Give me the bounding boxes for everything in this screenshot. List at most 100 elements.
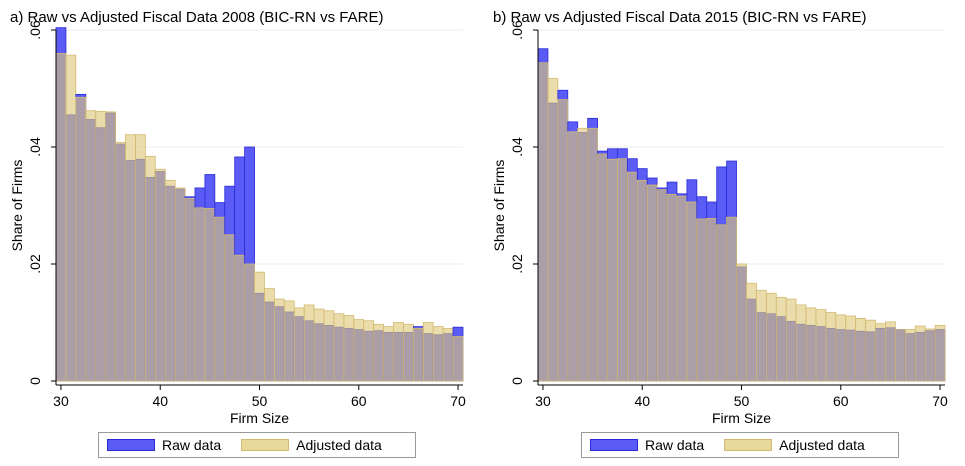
x-tick-label: 40 [634, 393, 650, 409]
x-tick-label: 50 [734, 393, 750, 409]
bar-adjusted [383, 326, 394, 382]
bar-adjusted [676, 195, 688, 382]
x-tick-label: 30 [535, 393, 551, 409]
bar-adjusted [234, 254, 246, 382]
bar-adjusted [65, 54, 77, 382]
x-tick-label: 70 [932, 393, 948, 409]
bar-adjusted [403, 323, 414, 382]
bar-adjusted [666, 193, 678, 382]
bar-adjusted [617, 158, 628, 382]
x-tick-label: 40 [152, 393, 168, 409]
x-tick-label: 70 [450, 393, 466, 409]
bar-adjusted [184, 198, 196, 382]
bar-adjusted [716, 224, 728, 382]
chart-panel-a: a) Raw vs Adjusted Fiscal Data 2008 (BIC… [9, 9, 466, 426]
bar-adjusted [825, 312, 837, 382]
bar-adjusted [706, 217, 718, 382]
x-tick-label: 60 [351, 393, 367, 409]
bar-adjusted [765, 292, 777, 382]
chart-title: a) Raw vs Adjusted Fiscal Data 2008 (BIC… [10, 9, 383, 26]
chart-panel-b: b) Raw vs Adjusted Fiscal Data 2015 (BIC… [491, 9, 948, 426]
legend-item-adjusted: Adjusted data [241, 437, 382, 453]
bar-adjusted [353, 319, 365, 382]
bar-adjusted [333, 313, 345, 382]
legend-swatch-adjusted [724, 439, 773, 451]
bar-adjusted [264, 288, 275, 382]
bar-adjusted [214, 216, 226, 382]
bar-adjusted [775, 296, 787, 382]
bar-adjusted [656, 189, 668, 382]
bar-adjusted [736, 263, 747, 382]
bar-adjusted [537, 62, 549, 382]
bar-adjusted [934, 325, 946, 382]
bar-adjusted [422, 322, 434, 382]
bar-adjusted [904, 329, 916, 382]
bar-adjusted [924, 328, 936, 382]
bar-adjusted [865, 319, 876, 382]
bar-adjusted [135, 134, 146, 382]
legend-item-raw: Raw data [590, 437, 704, 453]
bar-adjusted [144, 155, 156, 382]
bar-adjusted [636, 179, 648, 382]
x-tick-label: 30 [53, 393, 69, 409]
bar-adjusted [313, 308, 325, 382]
bar-adjusted [646, 184, 658, 382]
y-tick-label: 0 [27, 377, 43, 385]
legend-panel-b: Raw data Adjusted data [581, 432, 899, 458]
x-axis-title: Firm Size [230, 410, 289, 426]
bar-adjusted [95, 110, 107, 382]
x-tick-label: 60 [833, 393, 849, 409]
bar-adjusted [547, 78, 559, 382]
y-tick-label: .02 [27, 254, 43, 274]
bar-adjusted [105, 111, 116, 382]
bar-adjusted [795, 304, 807, 382]
y-tick-label: .04 [27, 137, 43, 157]
bar-adjusted [164, 179, 176, 382]
y-tick-label: .06 [27, 20, 43, 40]
x-axis-title: Firm Size [712, 410, 771, 426]
bar-adjusted [432, 326, 444, 382]
bar-adjusted [845, 315, 857, 382]
bar-adjusted [626, 171, 638, 382]
bar-adjusted [323, 310, 335, 382]
bar-adjusted [567, 131, 579, 382]
legend-panel-a: Raw data Adjusted data [98, 432, 416, 458]
bar-adjusted [894, 329, 906, 382]
y-tick-label: .06 [509, 20, 525, 40]
chart-title: b) Raw vs Adjusted Fiscal Data 2015 (BIC… [493, 9, 866, 26]
bar-adjusted [412, 327, 424, 382]
bar-adjusted [835, 314, 847, 382]
y-tick-label: .04 [509, 137, 525, 157]
legend-swatch-raw [107, 439, 155, 451]
bar-adjusted [373, 323, 384, 382]
bar-adjusted [55, 53, 67, 382]
legend-label-adjusted: Adjusted data [296, 437, 382, 453]
x-tick-label: 50 [252, 393, 268, 409]
bar-adjusted [597, 153, 608, 382]
bar-adjusted [283, 300, 295, 382]
bar-adjusted [125, 134, 136, 382]
bar-adjusted [194, 207, 206, 382]
bar-adjusted [244, 263, 255, 382]
bar-adjusted [805, 307, 817, 382]
bar-adjusted [557, 99, 569, 382]
legend-swatch-raw [590, 439, 638, 451]
bar-adjusted [273, 298, 285, 382]
bar-adjusted [607, 158, 618, 382]
legend-label-adjusted: Adjusted data [779, 437, 865, 453]
bar-adjusted [393, 322, 404, 382]
bar-adjusted [755, 289, 767, 382]
bar-adjusted [85, 110, 97, 382]
bar-adjusted [115, 141, 126, 382]
bar-adjusted [154, 168, 166, 382]
bar-adjusted [746, 282, 757, 382]
y-tick-label: 0 [509, 377, 525, 385]
legend-swatch-adjusted [241, 439, 290, 451]
bar-adjusted [686, 201, 698, 382]
bar-adjusted [363, 320, 375, 382]
bar-adjusted [815, 309, 827, 382]
bar-adjusted [303, 304, 315, 382]
bar-adjusted [343, 315, 355, 382]
